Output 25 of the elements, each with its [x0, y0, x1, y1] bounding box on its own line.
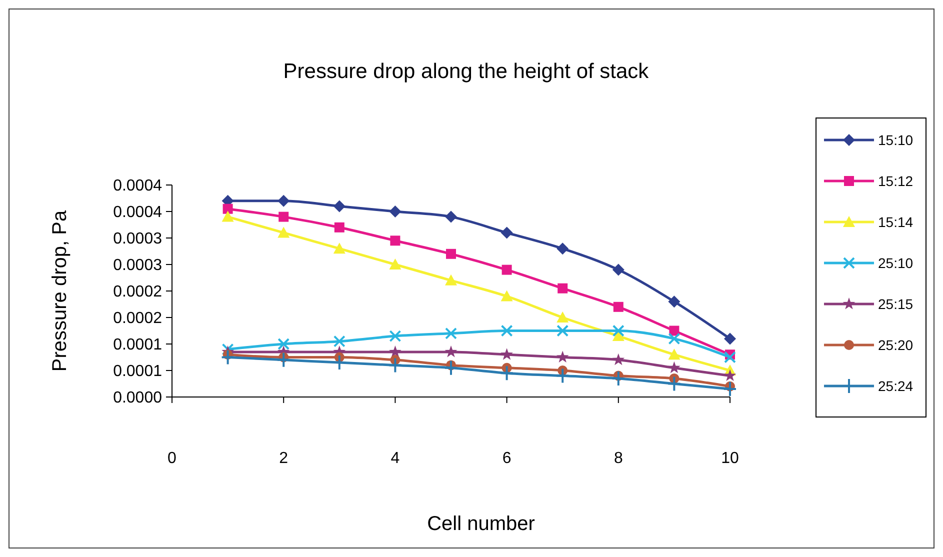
y-tick-label: 0.0004 — [113, 178, 162, 195]
legend-label: 25:24 — [878, 378, 914, 394]
legend-label: 25:15 — [878, 296, 914, 312]
y-tick-label: 0.0001 — [113, 363, 162, 380]
x-axis-title: Cell number — [427, 513, 536, 535]
legend-label: 15:12 — [878, 172, 914, 189]
x-tick-label: 2 — [279, 450, 288, 467]
y-axis-title: Pressure drop, Pa — [49, 210, 71, 372]
y-tick-label: 0.0000 — [113, 390, 162, 407]
legend-label: 15:14 — [878, 214, 914, 230]
y-tick-label: 0.0004 — [113, 204, 162, 222]
y-tick-label: 0.0003 — [113, 257, 162, 274]
x-tick-label: 10 — [721, 450, 739, 467]
x-tick-label: 4 — [390, 450, 400, 467]
y-tick-label: 0.0001 — [113, 336, 162, 354]
legend-label: 25:10 — [878, 254, 914, 271]
y-tick-label: 0.0002 — [113, 284, 162, 301]
legend-label: 25:20 — [878, 336, 914, 353]
y-tick-label: 0.0002 — [113, 310, 162, 328]
x-tick-label: 0 — [168, 450, 177, 467]
chart-title: Pressure drop along the height of stack — [283, 60, 650, 83]
x-tick-label: 6 — [502, 450, 512, 467]
y-tick-label: 0.0003 — [113, 230, 162, 248]
legend-label: 15:10 — [878, 132, 914, 148]
x-tick-label: 8 — [614, 450, 623, 467]
